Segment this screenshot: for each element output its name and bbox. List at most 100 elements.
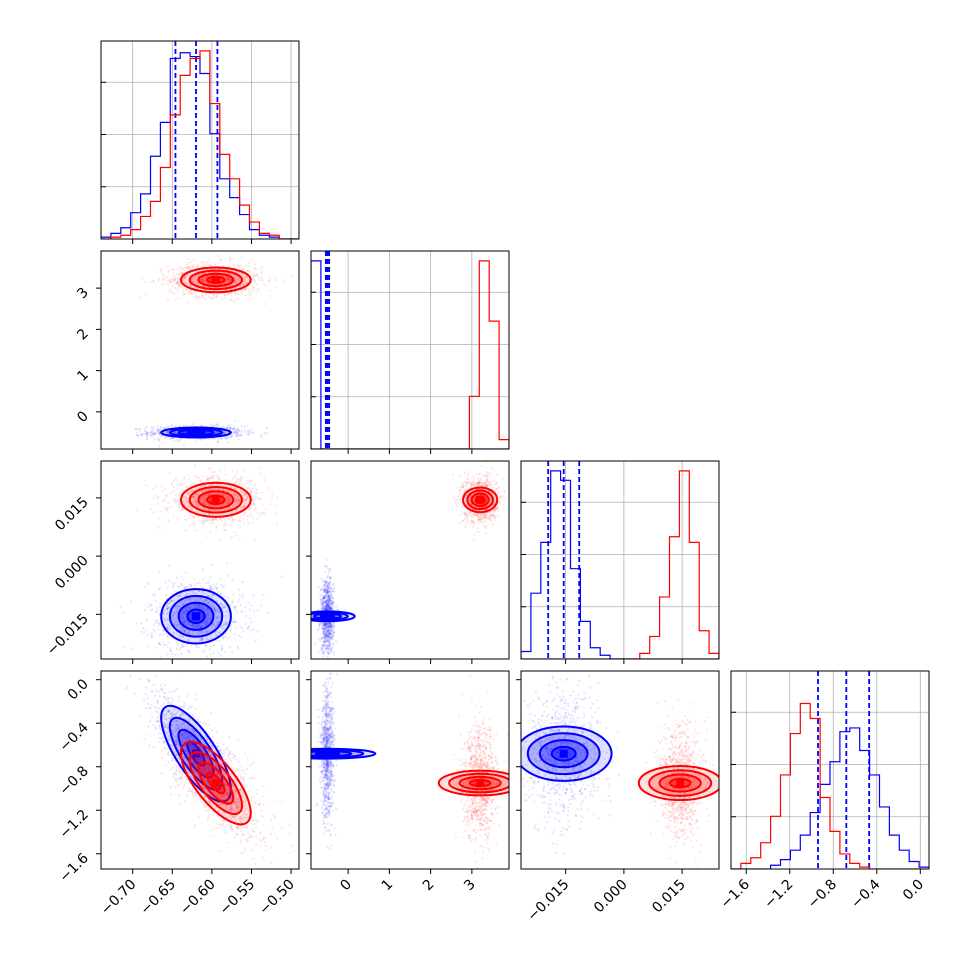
scatter-point bbox=[193, 496, 197, 499]
scatter-point bbox=[207, 431, 210, 434]
scatter-point bbox=[325, 646, 328, 649]
scatter-point bbox=[228, 497, 231, 500]
scatter-point bbox=[326, 646, 329, 650]
scatter-point bbox=[203, 484, 207, 487]
scatter-point bbox=[166, 612, 170, 615]
scatter-point bbox=[323, 623, 326, 626]
scatter-point bbox=[245, 269, 249, 272]
scatter-point bbox=[251, 498, 254, 501]
scatter-point bbox=[173, 621, 176, 624]
scatter-point bbox=[261, 280, 264, 283]
scatter-point bbox=[322, 636, 325, 639]
scatter-point bbox=[325, 600, 329, 603]
scatter-point bbox=[177, 290, 180, 293]
scatter-point bbox=[166, 618, 169, 621]
scatter-point bbox=[328, 607, 331, 610]
scatter-point bbox=[188, 504, 191, 508]
scatter-point bbox=[176, 494, 179, 498]
scatter-point bbox=[458, 475, 461, 478]
scatter-point bbox=[193, 578, 196, 581]
scatter-point bbox=[208, 595, 211, 598]
scatter-point bbox=[250, 621, 253, 624]
scatter-point bbox=[205, 607, 209, 610]
scatter-point bbox=[328, 605, 331, 609]
scatter-point bbox=[325, 623, 329, 626]
scatter-point bbox=[166, 618, 170, 621]
scatter-point bbox=[485, 470, 488, 473]
scatter-point bbox=[323, 634, 326, 637]
scatter-point bbox=[237, 430, 240, 433]
scatter-point bbox=[324, 586, 328, 589]
histogram-panel-1 bbox=[311, 251, 509, 449]
scatter-point bbox=[252, 609, 256, 613]
scatter-point bbox=[209, 437, 213, 440]
scatter-point bbox=[227, 596, 230, 599]
scatter-point bbox=[230, 427, 233, 430]
scatter-point bbox=[185, 501, 188, 504]
scatter-point bbox=[215, 639, 218, 642]
scatter-point bbox=[232, 605, 236, 608]
scatter-point bbox=[208, 508, 211, 511]
scatter-point bbox=[324, 600, 328, 604]
scatter-point bbox=[323, 607, 326, 610]
scatter-point bbox=[325, 604, 328, 607]
scatter-point bbox=[230, 486, 233, 489]
scatter-point bbox=[189, 593, 192, 596]
scatter-point bbox=[178, 648, 181, 652]
scatter-point bbox=[325, 591, 328, 594]
scatter-point bbox=[472, 497, 476, 500]
scatter-point bbox=[248, 608, 251, 611]
scatter-point bbox=[327, 605, 330, 608]
scatter-point bbox=[193, 277, 196, 280]
scatter-point bbox=[249, 299, 252, 302]
scatter-point bbox=[157, 428, 160, 432]
scatter-point bbox=[227, 277, 230, 280]
scatter-point bbox=[324, 565, 327, 568]
scatter-point bbox=[326, 637, 329, 640]
scatter-point bbox=[206, 263, 209, 266]
scatter-point bbox=[326, 626, 329, 629]
scatter-point bbox=[253, 263, 256, 266]
scatter-point bbox=[195, 264, 198, 267]
scatter-point bbox=[327, 647, 330, 650]
scatter-point bbox=[322, 605, 325, 608]
scatter-point bbox=[177, 284, 180, 287]
scatter-point bbox=[219, 498, 223, 502]
scatter-point bbox=[330, 637, 333, 640]
scatter-point bbox=[260, 604, 263, 607]
scatter-point bbox=[470, 522, 473, 525]
scatter-point bbox=[233, 279, 237, 282]
scatter-point bbox=[325, 598, 328, 601]
scatter-point bbox=[230, 490, 234, 493]
scatter-point bbox=[328, 641, 331, 644]
scatter-point bbox=[219, 513, 223, 517]
scatter-point bbox=[149, 634, 153, 637]
scatter-point bbox=[195, 529, 198, 532]
scatter-point bbox=[150, 608, 153, 611]
scatter-point bbox=[329, 603, 332, 606]
scatter-point bbox=[327, 625, 330, 629]
scatter-point bbox=[253, 273, 256, 277]
scatter-point bbox=[322, 626, 325, 630]
scatter-point bbox=[205, 644, 208, 647]
scatter-point bbox=[485, 474, 488, 477]
scatter-point bbox=[327, 626, 330, 629]
scatter-point bbox=[223, 494, 226, 497]
scatter-point bbox=[321, 605, 324, 609]
scatter-point bbox=[172, 439, 176, 443]
scatter-point bbox=[327, 633, 331, 636]
scatter-point bbox=[324, 593, 327, 597]
scatter-point bbox=[323, 632, 326, 635]
scatter-point bbox=[179, 594, 182, 598]
scatter-point bbox=[193, 522, 197, 525]
scatter-point bbox=[187, 649, 190, 653]
scatter-point bbox=[197, 624, 200, 627]
scatter-point bbox=[323, 590, 327, 593]
scatter-point bbox=[245, 280, 248, 283]
scatter-point bbox=[159, 426, 163, 429]
scatter-point bbox=[164, 593, 168, 597]
scatter-point bbox=[166, 608, 169, 611]
scatter-point bbox=[234, 499, 237, 502]
scatter-point bbox=[322, 595, 325, 598]
scatter-point bbox=[191, 626, 194, 629]
